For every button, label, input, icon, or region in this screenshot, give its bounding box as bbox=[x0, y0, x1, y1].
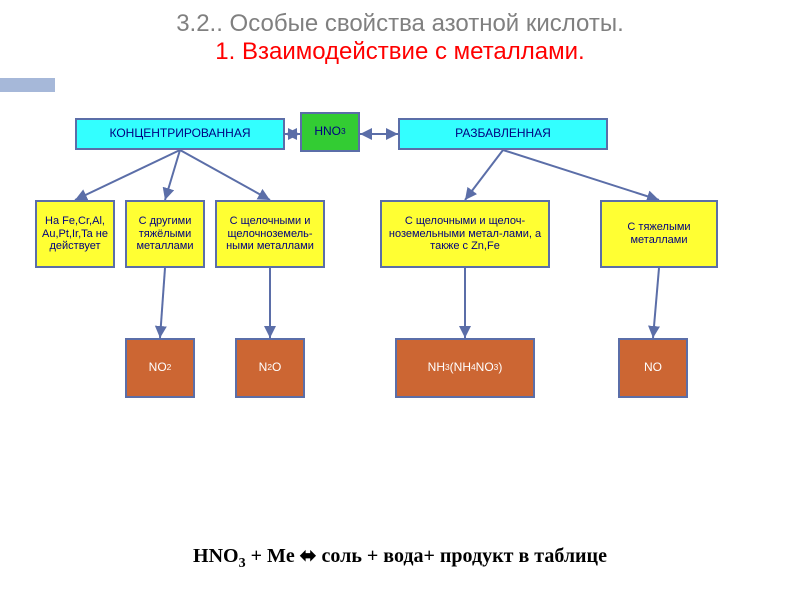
flowchart: КОНЦЕНТРИРОВАННАЯ HNO3 РАЗБАВЛЕННАЯ На Fe,C… bbox=[0, 100, 800, 500]
title-line2: 1. Взаимодействие с металлами. bbox=[20, 38, 780, 66]
flowchart-arrows bbox=[0, 100, 800, 500]
equation: HNO3 + Me ⬌ соль + вода+ продукт в табли… bbox=[0, 543, 800, 572]
node-y1: На Fe,Cr,Al, Au,Pt,Ir,Ta не действует bbox=[35, 200, 115, 268]
node-p1: NO2 bbox=[125, 338, 195, 398]
edge-10 bbox=[653, 268, 659, 338]
equation-part-1: HNO bbox=[193, 545, 239, 567]
title-line1: 3.2.. Особые свойства азотной кислоты. bbox=[20, 10, 780, 38]
equation-sub-1: 3 bbox=[239, 556, 246, 571]
node-y3: С щелочными и щелочноземель-ными металла… bbox=[215, 200, 325, 268]
node-dilute: РАЗБАВЛЕННАЯ bbox=[398, 118, 608, 150]
equation-part-2: + Me ⬌ соль + вода+ продукт в таблице bbox=[246, 545, 607, 567]
node-y2: С другими тяжёлыми металлами bbox=[125, 200, 205, 268]
edge-4 bbox=[180, 150, 270, 200]
edge-7 bbox=[160, 268, 165, 338]
node-p2: N2O bbox=[235, 338, 305, 398]
edge-3 bbox=[165, 150, 180, 200]
node-y5: С тяжелыми металлами bbox=[600, 200, 718, 268]
node-p4: NO bbox=[618, 338, 688, 398]
edge-5 bbox=[465, 150, 503, 200]
edge-2 bbox=[75, 150, 180, 200]
side-accent-bar bbox=[0, 78, 55, 92]
node-y4: С щелочными и щелоч-ноземельными метал-л… bbox=[380, 200, 550, 268]
node-hno3: HNO3 bbox=[300, 112, 360, 152]
edge-6 bbox=[503, 150, 659, 200]
node-p3: NH3 (NH4NO3) bbox=[395, 338, 535, 398]
node-conc: КОНЦЕНТРИРОВАННАЯ bbox=[75, 118, 285, 150]
